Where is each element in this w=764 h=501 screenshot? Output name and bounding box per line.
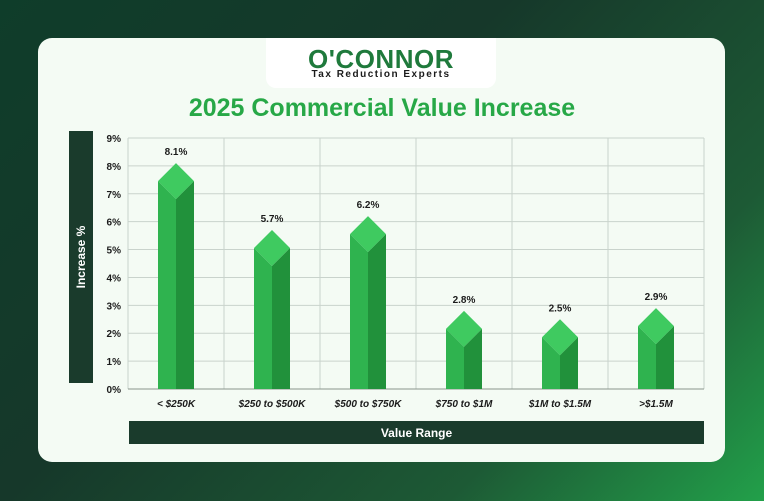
x-axis-label: Value Range xyxy=(380,426,453,440)
y-tick-label: 6% xyxy=(107,218,122,229)
y-tick-label: 8% xyxy=(107,162,122,173)
bar xyxy=(638,326,656,389)
y-tick-label: 7% xyxy=(107,190,122,201)
y-tick-label: 2% xyxy=(107,329,122,340)
x-tick-label: $500 to $750K xyxy=(334,399,402,410)
y-tick-label: 5% xyxy=(107,246,122,257)
chart-title: 2025 Commercial Value Increase xyxy=(188,94,576,122)
logo-tagline: Tax Reduction Experts xyxy=(311,69,451,80)
y-tick-label: 3% xyxy=(107,301,122,312)
y-tick-label: 4% xyxy=(107,273,122,284)
x-axis-label-box xyxy=(129,421,704,444)
bar-side xyxy=(176,181,194,389)
x-tick-label: >$1.5M xyxy=(639,399,673,410)
bar xyxy=(542,337,560,389)
data-label: 8.1% xyxy=(165,147,188,158)
bar-side xyxy=(464,328,482,389)
bar-side xyxy=(272,248,290,389)
y-tick-label: 9% xyxy=(107,134,122,145)
y-tick-label: 0% xyxy=(107,385,122,396)
bar-side xyxy=(560,337,578,389)
data-label: 2.8% xyxy=(453,295,476,306)
bar-side xyxy=(368,234,386,389)
bar-side xyxy=(656,326,674,389)
y-axis-label-box xyxy=(69,131,93,383)
x-tick-label: $750 to $1M xyxy=(435,399,493,410)
x-tick-label: $1M to $1.5M xyxy=(528,399,592,410)
logo-tab xyxy=(266,38,496,88)
bar xyxy=(446,328,464,389)
y-tick-label: 1% xyxy=(107,357,122,368)
logo-wordmark: O'CONNOR xyxy=(308,44,454,74)
bar-top xyxy=(254,230,290,267)
bar xyxy=(158,181,176,389)
bar xyxy=(254,248,272,389)
data-label: 2.5% xyxy=(549,303,572,314)
data-label: 2.9% xyxy=(645,292,668,303)
data-label: 5.7% xyxy=(261,214,284,225)
x-tick-label: $250 to $500K xyxy=(238,399,306,410)
x-tick-label: < $250K xyxy=(157,399,196,410)
data-label: 6.2% xyxy=(357,200,380,211)
bar xyxy=(350,234,368,389)
